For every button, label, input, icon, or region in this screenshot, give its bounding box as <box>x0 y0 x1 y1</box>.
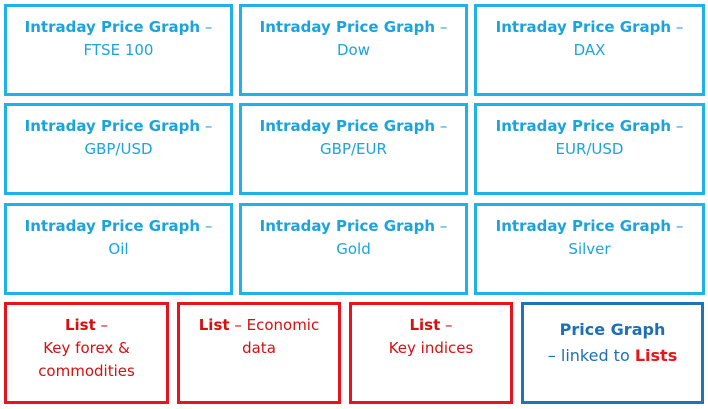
graph-box: Intraday Price Graph – FTSE 100 <box>4 4 233 96</box>
box-title: Intraday Price Graph <box>24 117 201 135</box>
box-title: Intraday Price Graph <box>24 18 201 36</box>
instrument: FTSE 100 <box>83 41 154 59</box>
box-title: Intraday Price Graph <box>495 217 672 235</box>
separator: – <box>439 18 448 36</box>
box-heading: Intraday Price Graph – <box>25 115 213 138</box>
box-title: Intraday Price Graph <box>259 117 436 135</box>
separator: – <box>204 117 213 135</box>
list-box: List – Key forex & commodities <box>4 302 169 404</box>
box-title: Price Graph <box>559 320 666 339</box>
box-title: List <box>64 316 96 334</box>
instrument: DAX <box>573 41 606 59</box>
box-title: Intraday Price Graph <box>495 18 672 36</box>
separator: – <box>675 117 684 135</box>
instrument: Silver <box>568 240 611 258</box>
box-title: Intraday Price Graph <box>495 117 672 135</box>
separator: – <box>675 18 684 36</box>
linked-text: – linked to <box>547 346 630 365</box>
graph-box: Intraday Price Graph – EUR/USD <box>474 103 705 195</box>
graph-box: Intraday Price Graph – Dow <box>239 4 468 96</box>
instrument: Dow <box>337 41 370 59</box>
box-text: – linked to Lists <box>548 343 677 369</box>
box-heading: List – <box>409 314 452 337</box>
list-box: List – Economic data <box>177 302 341 404</box>
graph-box: Intraday Price Graph – Silver <box>474 203 705 295</box>
separator: – <box>204 217 213 235</box>
graph-box: Intraday Price Graph – Gold <box>239 203 468 295</box>
separator: – Economic <box>234 316 320 334</box>
box-heading: List – <box>65 314 108 337</box>
list-name: Key indices <box>388 339 474 357</box>
box-title: List <box>198 316 230 334</box>
separator: – <box>445 316 453 334</box>
box-heading: Price Graph <box>560 317 666 343</box>
linked-highlight: Lists <box>634 346 678 365</box>
separator: – <box>439 117 448 135</box>
box-heading: Intraday Price Graph – <box>260 215 448 238</box>
instrument: GBP/USD <box>84 140 153 158</box>
instrument: Gold <box>336 240 371 258</box>
box-heading: Intraday Price Graph – <box>25 215 213 238</box>
list-box: List – Key indices <box>349 302 513 404</box>
box-heading: Intraday Price Graph – <box>260 16 448 39</box>
box-heading: Intraday Price Graph – <box>496 16 684 39</box>
instrument: GBP/EUR <box>320 140 387 158</box>
list-name: data <box>242 339 276 357</box>
list-name: Key forex & commodities <box>38 339 135 380</box>
box-heading: Intraday Price Graph – <box>260 115 448 138</box>
graph-box: Intraday Price Graph – DAX <box>474 4 705 96</box>
box-title: List <box>409 316 441 334</box>
separator: – <box>100 316 109 334</box>
graph-box: Intraday Price Graph – GBP/EUR <box>239 103 468 195</box>
box-title: Intraday Price Graph <box>259 18 436 36</box>
separator: – <box>439 217 448 235</box>
linked-box: Price Graph – linked to Lists <box>521 302 704 404</box>
separator: – <box>204 18 213 36</box>
graph-box: Intraday Price Graph – GBP/USD <box>4 103 233 195</box>
box-heading: Intraday Price Graph – <box>25 16 213 39</box>
box-heading: Intraday Price Graph – <box>496 115 684 138</box>
box-heading: Intraday Price Graph – <box>496 215 684 238</box>
separator: – <box>675 217 684 235</box>
box-title: Intraday Price Graph <box>24 217 201 235</box>
instrument: EUR/USD <box>555 140 624 158</box>
instrument: Oil <box>108 240 129 258</box>
graph-box: Intraday Price Graph – Oil <box>4 203 233 295</box>
box-heading: List – Economic <box>199 314 319 337</box>
box-title: Intraday Price Graph <box>259 217 436 235</box>
